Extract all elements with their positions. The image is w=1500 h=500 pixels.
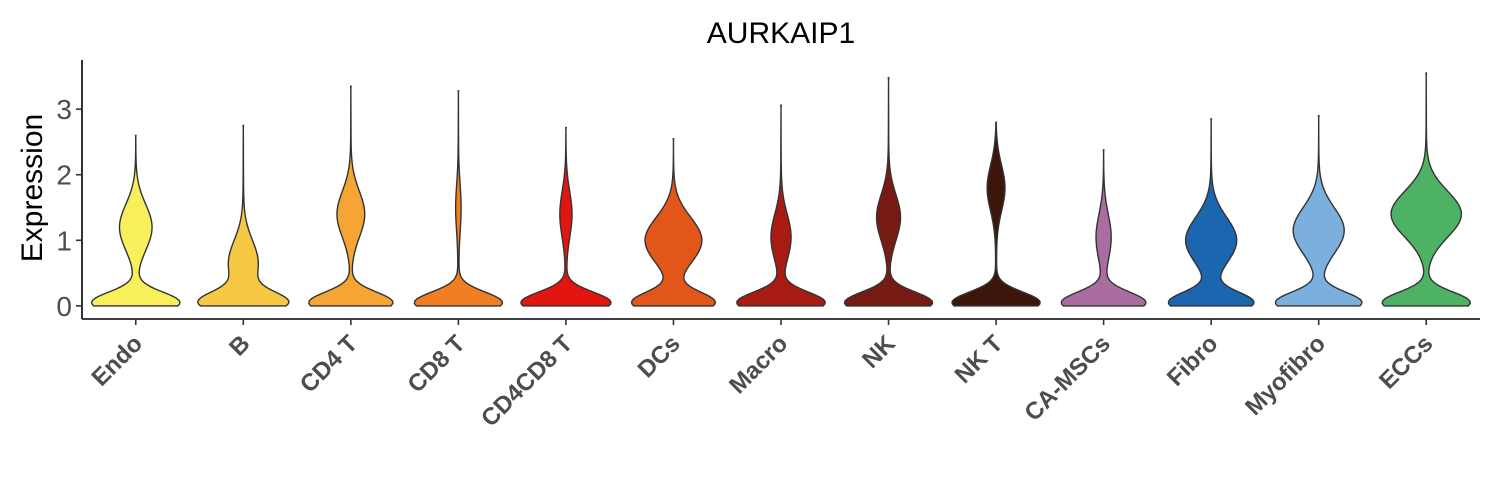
violin-cd4cd8-t: [520, 126, 612, 307]
x-tick-label: CD8 T: [403, 330, 471, 398]
y-axis-label: Expression: [16, 114, 49, 262]
x-tick-label: CD4 T: [295, 330, 363, 398]
violin-ca-mscs: [1060, 149, 1147, 307]
x-tick-label: CD4CD8 T: [476, 330, 578, 432]
violin-cd8-t: [413, 90, 504, 307]
violin-dcs: [630, 137, 717, 307]
x-tick-label: NK T: [950, 330, 1009, 389]
x-axis-ticks: Endo B CD4 T CD8 T CD4CD8 T DCs Macro NK NK T CA-…: [86, 319, 1438, 432]
x-tick-label: Endo: [86, 330, 148, 392]
plot-area: [90, 72, 1472, 307]
violin-nk-t: [951, 121, 1041, 307]
x-tick-label: CA-MSCs: [1019, 330, 1115, 426]
x-tick-label: Fibro: [1162, 330, 1224, 392]
x-tick-label: DCs: [633, 330, 686, 383]
y-tick-label: 3: [56, 94, 72, 125]
x-tick-label: Macro: [724, 330, 793, 399]
y-tick-label: 0: [56, 291, 72, 322]
violin-endo: [90, 134, 181, 307]
y-axis-ticks: 0 1 2 3: [56, 94, 82, 322]
violin-myofibro: [1274, 115, 1363, 307]
violin-eccs: [1381, 72, 1472, 307]
violin-nk: [843, 77, 934, 307]
x-tick-label: ECCs: [1374, 330, 1438, 394]
x-tick-label: NK: [857, 330, 901, 374]
violin-cd4-t: [308, 85, 394, 307]
y-tick-label: 2: [56, 160, 72, 191]
chart-title: AURKAIP1: [707, 17, 855, 50]
violin-macro: [736, 104, 826, 307]
y-tick-label: 1: [56, 225, 72, 256]
violin-b: [196, 124, 290, 307]
x-tick-label: B: [224, 330, 255, 361]
x-tick-label: Myofibro: [1240, 330, 1331, 421]
violin-fibro: [1167, 118, 1255, 307]
